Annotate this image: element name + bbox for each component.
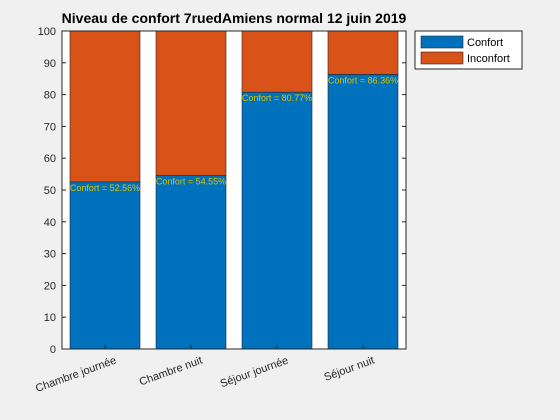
y-tick-label-9: 90 <box>44 58 56 70</box>
data-labels-layer: Confort = 52.56% Confort = 54.55% Confort … <box>70 75 398 192</box>
y-tick-label-2: 20 <box>44 280 56 292</box>
data-label-2: Confort = 80.77% <box>242 93 312 103</box>
x-tick-label-0: Chambre journée <box>34 355 118 395</box>
y-tick-label-10: 100 <box>38 26 56 38</box>
data-label-1: Confort = 54.55% <box>156 177 226 187</box>
bar-inconfort-3 <box>327 30 399 75</box>
bars-layer <box>69 30 399 350</box>
x-tick-label-2: Séjour journée <box>219 355 290 391</box>
data-label-3: Confort = 86.36% <box>328 75 398 85</box>
y-tick-label-0: 0 <box>50 344 56 356</box>
bar-confort-0 <box>69 181 141 350</box>
chart-title: Niveau de confort 7ruedAmiens normal 12 … <box>62 10 407 26</box>
bar-confort-1 <box>155 175 227 350</box>
data-label-0: Confort = 52.56% <box>70 183 140 193</box>
y-tick-label-4: 40 <box>44 217 56 229</box>
x-axis: Chambre journée Chambre nuit Séjour journé… <box>34 345 376 395</box>
y-tick-label-5: 50 <box>44 185 56 197</box>
y-tick-label-1: 10 <box>44 312 56 324</box>
legend-swatch-confort <box>420 35 464 49</box>
x-tick-label-3: Séjour nuit <box>322 355 376 384</box>
y-axis: 0 10 20 30 40 50 60 70 80 90 100 <box>38 26 406 356</box>
y-tick-label-6: 60 <box>44 153 56 165</box>
bar-inconfort-0 <box>69 30 141 183</box>
legend: Confort Inconfort <box>414 30 523 70</box>
y-tick-label-3: 30 <box>44 249 56 261</box>
bar-confort-3 <box>327 74 399 350</box>
bar-inconfort-1 <box>155 30 227 176</box>
legend-swatch-inconfort <box>420 51 464 65</box>
bar-inconfort-2 <box>241 30 313 93</box>
legend-label-inconfort: Inconfort <box>467 53 510 65</box>
bar-confort-2 <box>241 91 313 350</box>
x-tick-label-1: Chambre nuit <box>138 355 204 389</box>
legend-label-confort: Confort <box>467 37 503 49</box>
y-tick-label-8: 80 <box>44 90 56 102</box>
y-tick-label-7: 70 <box>44 121 56 133</box>
